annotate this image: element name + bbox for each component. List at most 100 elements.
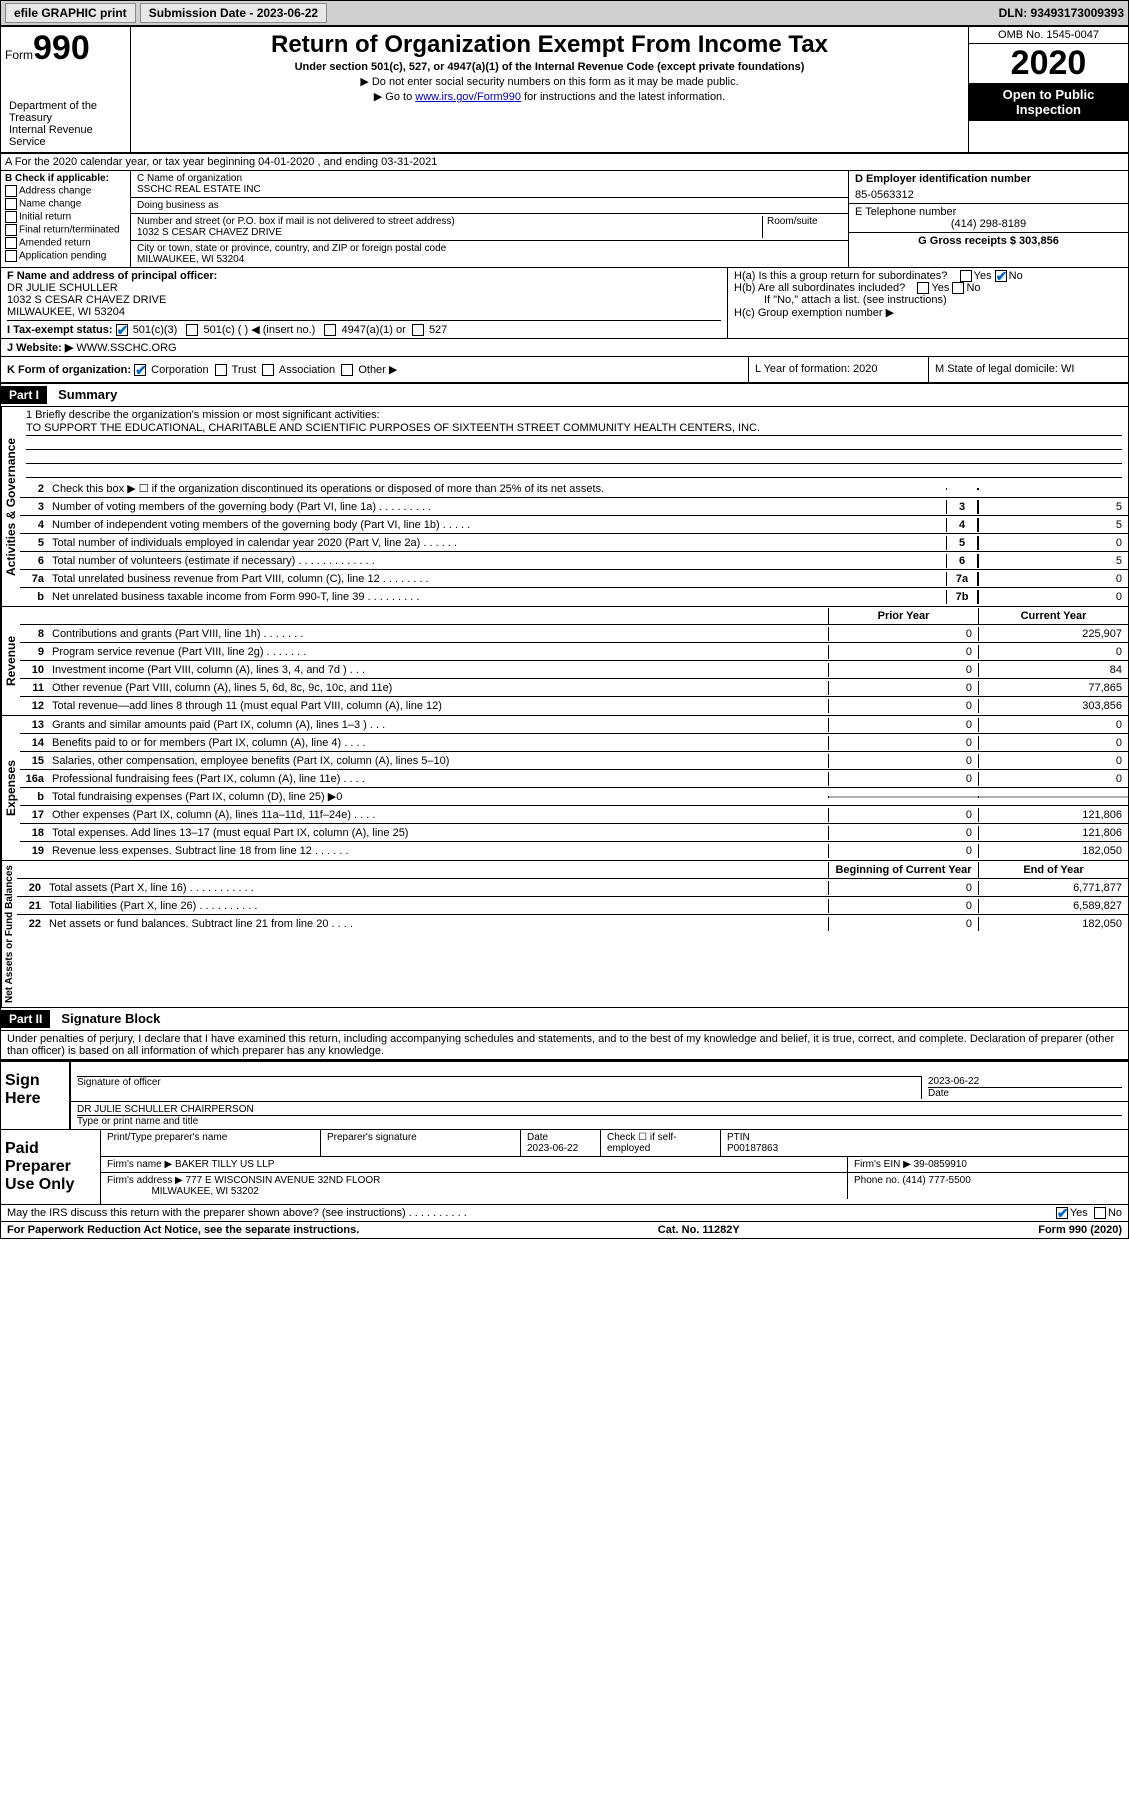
current-val: 0 [978, 754, 1128, 768]
f-label: F Name and address of principal officer: [7, 270, 721, 282]
hb-no[interactable] [952, 282, 964, 294]
vtab-revenue: Revenue [1, 607, 20, 715]
c-dba-label: Doing business as [137, 200, 842, 211]
line-row: 11 Other revenue (Part VIII, column (A),… [20, 679, 1128, 697]
chk-trust[interactable] [215, 364, 227, 376]
efile-header: efile GRAPHIC print Submission Date - 20… [0, 0, 1129, 26]
hb-yes[interactable] [917, 282, 929, 294]
line-val: 0 [978, 536, 1128, 550]
sig-date: 2023-06-22 [928, 1076, 1122, 1087]
firm-ein: 39-0859910 [914, 1159, 967, 1170]
line-box: 7a [946, 572, 978, 586]
ha-no[interactable] [995, 270, 1007, 282]
prep-date-label: Date [527, 1132, 548, 1143]
current-val: 121,806 [978, 808, 1128, 822]
prior-val: 0 [828, 736, 978, 750]
submission-date-button[interactable]: Submission Date - 2023-06-22 [140, 3, 327, 23]
k-corp: Corporation [151, 364, 208, 376]
line-row: 5 Total number of individuals employed i… [20, 534, 1128, 552]
line-text: Total assets (Part X, line 16) . . . . .… [45, 881, 828, 895]
line-num: 8 [20, 628, 48, 640]
chk-name[interactable]: Name change [5, 198, 126, 210]
title-box: Return of Organization Exempt From Incom… [131, 27, 968, 152]
line-text: Contributions and grants (Part VIII, lin… [48, 627, 828, 641]
discuss-no[interactable] [1094, 1207, 1106, 1219]
line-text: Net unrelated business taxable income fr… [48, 590, 946, 604]
chk-address[interactable]: Address change [5, 185, 126, 197]
chk-501c[interactable] [186, 324, 198, 336]
prior-val: 0 [828, 917, 978, 931]
line-text: Total expenses. Add lines 13–17 (must eq… [48, 826, 828, 840]
row-bcd: B Check if applicable: Address change Na… [1, 171, 1128, 268]
col-h: H(a) Is this a group return for subordin… [728, 268, 1128, 338]
efile-print-button[interactable]: efile GRAPHIC print [5, 3, 136, 23]
line-num: 21 [17, 900, 45, 912]
d-label: D Employer identification number [855, 173, 1122, 185]
chk-4947[interactable] [324, 324, 336, 336]
col-l: L Year of formation: 2020 [748, 357, 928, 382]
ha-yes[interactable] [960, 270, 972, 282]
line-num: 11 [20, 682, 48, 694]
chk-assoc[interactable] [262, 364, 274, 376]
paperwork-row: For Paperwork Reduction Act Notice, see … [1, 1221, 1128, 1238]
chk-501c3[interactable] [116, 324, 128, 336]
current-val: 225,907 [978, 627, 1128, 641]
officer-name: DR JULIE SCHULLER CHAIRPERSON [77, 1104, 1122, 1115]
line-num: 5 [20, 537, 48, 549]
prior-val: 0 [828, 899, 978, 913]
line-text: Check this box ▶ ☐ if the organization d… [48, 481, 946, 496]
hb-note: If "No," attach a list. (see instruction… [734, 294, 1122, 306]
chk-corp[interactable] [134, 364, 146, 376]
prior-val: 0 [828, 754, 978, 768]
col-b: B Check if applicable: Address change Na… [1, 171, 131, 267]
line-row: 12 Total revenue—add lines 8 through 11 … [20, 697, 1128, 715]
irs-link[interactable]: www.irs.gov/Form990 [415, 91, 521, 103]
net-header: Beginning of Current Year End of Year [17, 861, 1128, 879]
revenue-section: Revenue Prior Year Current Year 8 Contri… [1, 607, 1128, 716]
form-container: Form990 Department of the Treasury Inter… [0, 26, 1129, 1239]
chk-527[interactable] [412, 324, 424, 336]
current-val: 84 [978, 663, 1128, 677]
e-label: E Telephone number [855, 206, 1122, 218]
prior-val: 0 [828, 844, 978, 858]
discuss-yes[interactable] [1056, 1207, 1068, 1219]
line-box: 7b [946, 590, 978, 604]
line-text: Total revenue—add lines 8 through 11 (mu… [48, 699, 828, 713]
chk-other[interactable] [341, 364, 353, 376]
prep-check-label: Check ☐ if self-employed [601, 1130, 721, 1156]
line-val: 5 [978, 500, 1128, 514]
prior-val: 0 [828, 826, 978, 840]
chk-initial[interactable]: Initial return [5, 211, 126, 223]
paperwork-notice: For Paperwork Reduction Act Notice, see … [7, 1224, 359, 1236]
line-val [978, 488, 1128, 490]
sign-section: Sign Here Signature of officer 2023-06-2… [1, 1060, 1128, 1129]
part2-header: Part II [1, 1010, 50, 1028]
c-city-label: City or town, state or province, country… [137, 243, 842, 254]
line-text: Revenue less expenses. Subtract line 18 … [48, 844, 828, 858]
f-name: DR JULIE SCHULLER [7, 282, 721, 294]
col-f: F Name and address of principal officer:… [1, 268, 728, 338]
sig-officer-label: Signature of officer [77, 1076, 921, 1088]
chk-pending[interactable]: Application pending [5, 250, 126, 262]
part1-header-row: Part I Summary [1, 384, 1128, 407]
omb-number: OMB No. 1545-0047 [969, 27, 1128, 44]
chk-amended[interactable]: Amended return [5, 237, 126, 249]
form-number-box: Form990 Department of the Treasury Inter… [1, 27, 131, 152]
col-d: D Employer identification number 85-0563… [848, 171, 1128, 267]
line-text: Total unrelated business revenue from Pa… [48, 572, 946, 586]
i-501c3: 501(c)(3) [133, 324, 178, 336]
line-box: 4 [946, 518, 978, 532]
line-row: 4 Number of independent voting members o… [20, 516, 1128, 534]
chk-final[interactable]: Final return/terminated [5, 224, 126, 236]
line-box [946, 488, 978, 490]
prior-val: 0 [828, 699, 978, 713]
note-goto: ▶ Go to www.irs.gov/Form990 for instruct… [135, 90, 964, 103]
note-goto-pre: ▶ Go to [374, 91, 415, 103]
line-text: Benefits paid to or for members (Part IX… [48, 736, 828, 750]
title-row: Form990 Department of the Treasury Inter… [1, 27, 1128, 154]
line-box: 3 [946, 500, 978, 514]
sig-date-label: Date [928, 1087, 1122, 1099]
net-assets-section: Net Assets or Fund Balances Beginning of… [1, 861, 1128, 1008]
row-klm: K Form of organization: Corporation Trus… [1, 357, 1128, 384]
hc-label: H(c) Group exemption number ▶ [734, 306, 1122, 319]
